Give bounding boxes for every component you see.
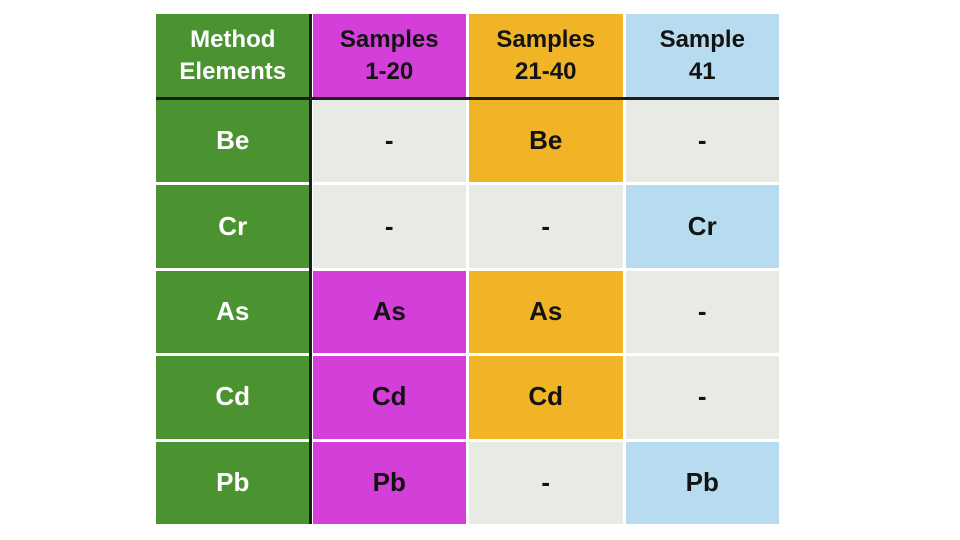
cell-r1c4: - [625, 100, 779, 183]
header-cell-samples-1-20: Samples 1-20 [312, 14, 466, 97]
first-column-divider-line [309, 14, 312, 524]
cell-r5c1: Pb [156, 441, 310, 524]
cell-r3c3: As [469, 270, 623, 354]
header-divider-line [156, 97, 779, 100]
cell-r3c4: - [625, 270, 779, 354]
header-cell-samples-21-40: Samples 21-40 [469, 14, 623, 97]
cell-r4c4: - [625, 356, 779, 439]
cell-r3c1: As [156, 270, 310, 354]
cell-r5c2: Pb [312, 441, 466, 524]
cell-r2c4: Cr [625, 185, 779, 268]
cell-r1c2: - [312, 100, 466, 183]
cell-r2c2: - [312, 185, 466, 268]
cell-r2c1: Cr [156, 185, 310, 268]
cell-r5c3: - [469, 441, 623, 524]
cell-r1c3: Be [469, 100, 623, 183]
cell-r4c1: Cd [156, 356, 310, 439]
header-cell-sample-41: Sample 41 [625, 14, 779, 97]
header-cell-method-elements: Method Elements [156, 14, 310, 97]
cell-r2c3: - [469, 185, 623, 268]
method-elements-table: Method Elements Samples 1-20 Samples 21-… [156, 14, 779, 524]
cell-r1c1: Be [156, 100, 310, 183]
cell-r3c2: As [312, 270, 466, 354]
cell-r4c3: Cd [469, 356, 623, 439]
cell-r4c2: Cd [312, 356, 466, 439]
cell-r5c4: Pb [625, 441, 779, 524]
